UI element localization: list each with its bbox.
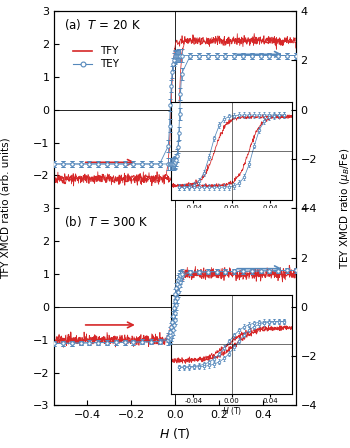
Text: TFY XMCD ratio (arb. units): TFY XMCD ratio (arb. units) — [0, 138, 10, 279]
Text: TEY XMCD ratio ($\mu_B$/Fe): TEY XMCD ratio ($\mu_B$/Fe) — [338, 148, 350, 269]
X-axis label: $H$ (T): $H$ (T) — [159, 426, 191, 441]
Text: (a)  $T$ = 20 K: (a) $T$ = 20 K — [64, 17, 141, 32]
Text: (b)  $T$ = 300 K: (b) $T$ = 300 K — [64, 214, 148, 229]
Legend: TFY, TEY: TFY, TEY — [69, 42, 124, 73]
